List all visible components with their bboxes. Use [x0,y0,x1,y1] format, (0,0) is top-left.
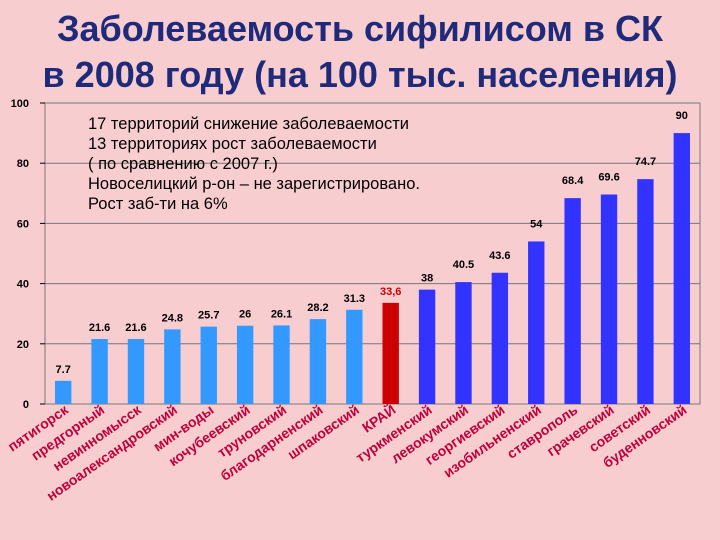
value-label: 54 [530,218,543,230]
annotation-line-1: 17 территорий снижение заболеваемости [88,115,409,133]
value-label: 24.8 [162,312,183,324]
bar [91,338,108,404]
grid-lines [40,102,701,405]
chart-title: Заболеваемость сифилисом в СК в 2008 год… [0,6,720,98]
y-tick-label: 0 [23,399,29,411]
bar [455,282,472,404]
bar [164,329,181,404]
annotation-line-5: Рост заб-ти на 6% [88,195,228,213]
value-label: 21.6 [125,322,146,334]
annotation-line-2: 13 территориях рост заболеваемости [88,135,377,153]
bar [382,302,399,404]
value-label: 26.1 [271,308,292,320]
x-axis-labels: пятигорскпредгорныйневинномысскновоалекс… [5,401,690,504]
value-label: 69.6 [598,172,619,184]
bar [600,194,618,404]
value-label: 33,6 [380,286,401,298]
bar [200,326,217,404]
bar [273,325,290,404]
bar [491,272,509,404]
y-tick-label: 80 [17,158,29,170]
value-label: 40.5 [453,259,474,271]
value-label: 43.6 [489,250,510,262]
annotation-text: 17 территорий снижение заболеваемости 13… [88,114,508,214]
value-label: 90 [676,110,688,122]
value-label: 68.4 [562,175,584,187]
y-tick-label: 20 [17,339,29,351]
value-label: 74.7 [635,156,656,168]
bar [55,380,72,404]
bar [346,309,363,404]
value-label: 31.3 [344,293,365,305]
y-tick-label: 100 [11,98,29,110]
bar [564,198,581,404]
value-label: 25.7 [198,310,219,322]
bars [55,133,690,404]
bar [528,241,545,404]
bar [673,133,690,404]
chart-title-line-1: Заболеваемость сифилисом в СК [56,8,664,49]
bar [127,338,145,404]
y-axis-ticks: 0 20 40 60 80 100 [11,98,29,411]
value-label: 7.7 [56,364,71,376]
value-labels: 7.7 21.6 21.6 24.8 25.7 26 26.1 28.2 31.3 33,6 38 4… [56,110,688,376]
value-label: 28.2 [307,302,328,314]
chart-title-line-2: в 2008 году (на 100 тыс. населения) [42,54,678,95]
value-label: 38 [421,273,433,285]
y-tick-label: 60 [17,218,29,230]
value-label: 26 [239,309,251,321]
value-label: 21.6 [89,322,110,334]
bar [637,179,654,404]
bar [418,289,436,404]
y-tick-label: 40 [17,279,29,291]
annotation-line-4: Новоселицкий р-он – не зарегистрировано. [88,175,420,193]
bar [309,319,327,404]
annotation-line-3: ( по сравнению с 2007 г.) [88,155,278,173]
bar [236,325,254,404]
